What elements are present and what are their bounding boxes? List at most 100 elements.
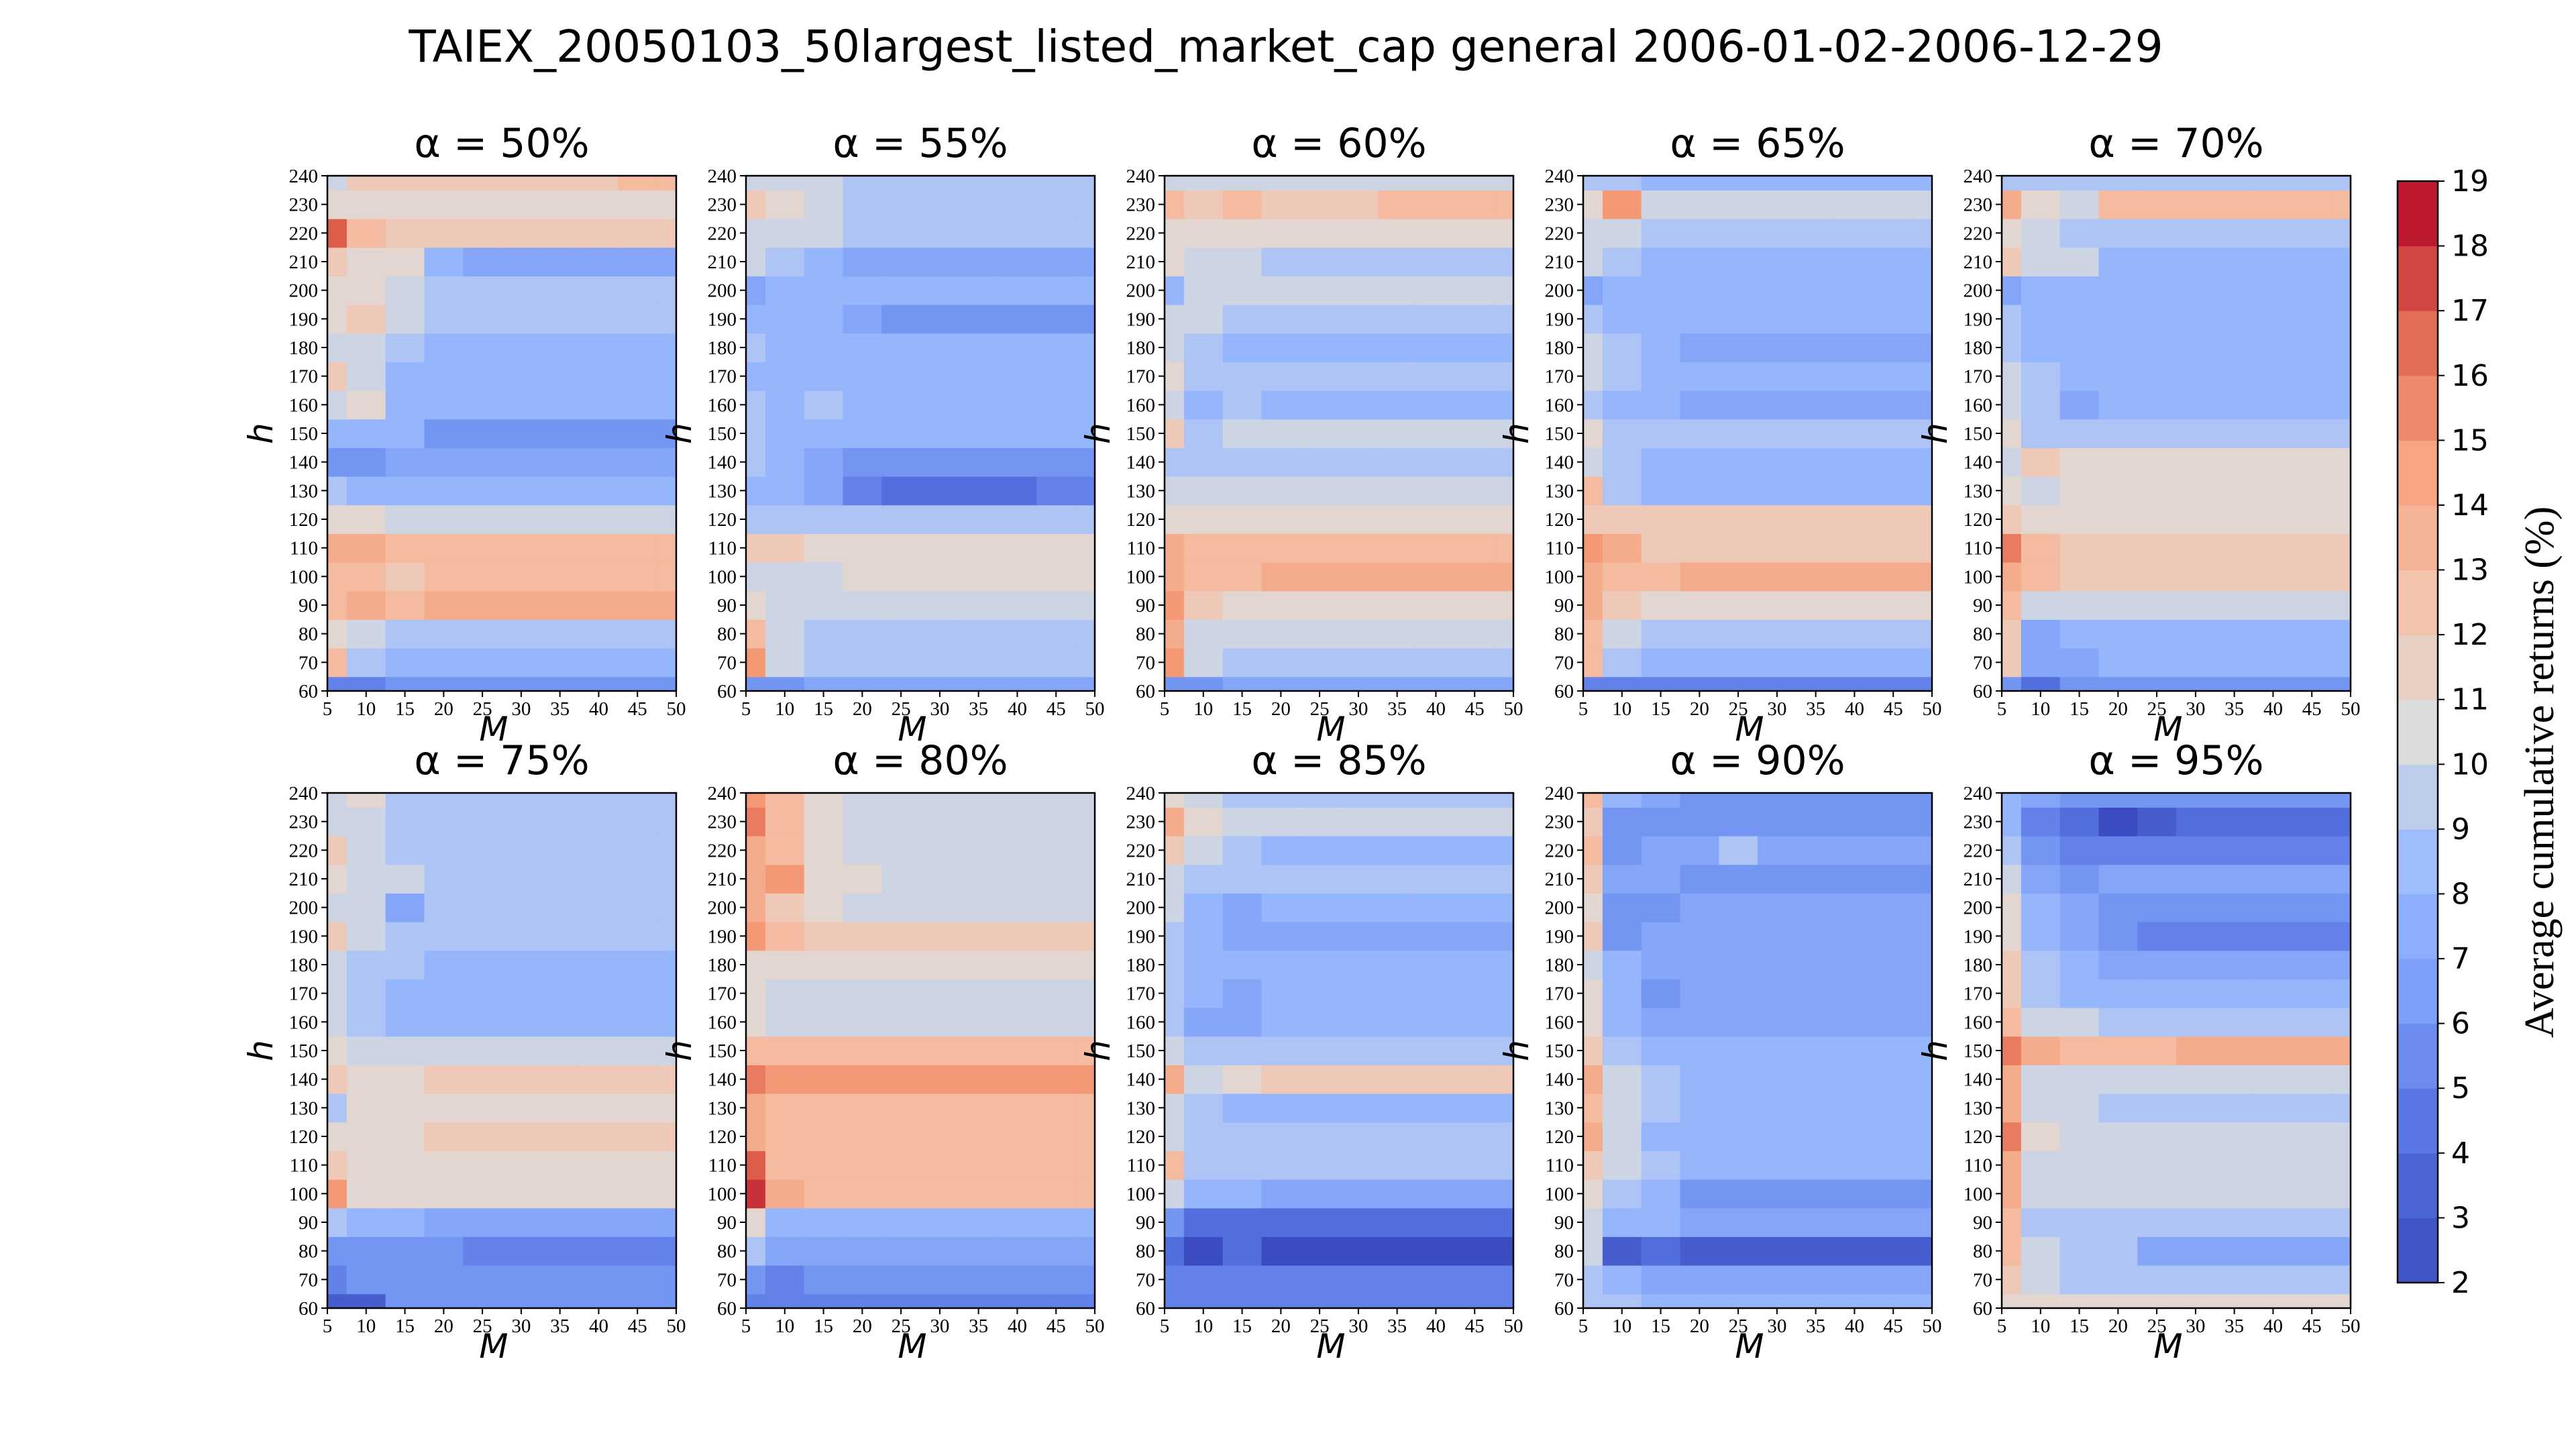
y-tick-label: 100 (708, 566, 737, 588)
y-tick-label: 90 (299, 1212, 318, 1234)
contour-cell (1758, 305, 1797, 334)
contour-cell (2292, 1265, 2332, 1295)
contour-cell (1602, 247, 1642, 276)
colorbar-tick-label: 4 (2451, 1136, 2470, 1171)
contour-cell (657, 1236, 677, 1266)
contour-cell (746, 1293, 766, 1309)
contour-cell (1835, 1265, 1874, 1295)
contour-cell (2292, 1179, 2332, 1209)
contour-cell (959, 419, 999, 448)
contour-cell (2331, 190, 2351, 219)
panel-5: 5 10 15 20 25 30 35 40 45 50607080901001101201301… (1916, 120, 2361, 749)
contour-cell (579, 1150, 619, 1180)
contour-cell (618, 390, 657, 420)
contour-cell (843, 807, 882, 837)
contour-cell (1075, 1008, 1095, 1037)
x-tick-label: 15 (2070, 698, 2089, 720)
contour-cell (1913, 533, 1933, 563)
y-tick-label: 130 (1545, 480, 1574, 502)
contour-cell (1913, 676, 1933, 692)
contour-cell (1261, 1293, 1301, 1309)
contour-cell (2059, 476, 2100, 506)
contour-cell (1835, 979, 1874, 1008)
contour-cell (1455, 533, 1495, 563)
contour-cell (2002, 619, 2022, 649)
contour-cell (1075, 1179, 1095, 1209)
panel-title: α = 85% (1251, 737, 1426, 784)
contour-cell (1416, 533, 1456, 563)
contour-cell (1758, 1093, 1797, 1123)
contour-cell (502, 419, 541, 448)
contour-cell (920, 247, 960, 276)
contour-cell (2021, 893, 2061, 922)
x-tick-label: 40 (1845, 698, 1864, 720)
contour-cell (385, 807, 425, 837)
contour-cell (1455, 333, 1495, 362)
y-tick-label: 100 (1964, 1183, 1993, 1205)
contour-cell (2331, 476, 2351, 506)
contour-cell (2176, 447, 2216, 477)
contour-cell (424, 1293, 464, 1309)
panel-title: α = 50% (414, 120, 589, 167)
contour-cell (804, 807, 844, 837)
contour-cell (765, 219, 805, 248)
contour-cell (502, 807, 541, 837)
contour-cell (1583, 419, 1603, 448)
contour-cell (540, 1208, 580, 1237)
contour-cell (657, 447, 677, 477)
contour-cell (1222, 562, 1263, 592)
y-tick-label: 240 (1964, 783, 1993, 804)
contour-cell (1075, 1150, 1095, 1180)
contour-cell (998, 807, 1037, 837)
contour-cell (2214, 893, 2255, 922)
x-tick-label: 45 (2302, 698, 2322, 720)
contour-cell (1913, 333, 1933, 362)
contour-cell (746, 476, 766, 506)
x-tick-label: 50 (667, 1316, 686, 1337)
x-tick-label: 10 (1612, 698, 1631, 720)
contour-cell (1300, 619, 1340, 649)
contour-cell (2021, 447, 2061, 477)
y-tick-label: 120 (1126, 1126, 1156, 1148)
contour-cell (1183, 504, 1224, 534)
y-tick-label: 100 (708, 1183, 737, 1205)
contour-cell (1796, 979, 1836, 1008)
contour-cell (540, 1093, 580, 1123)
contour-cell (502, 305, 541, 334)
contour-cell (2021, 476, 2061, 506)
y-tick-label: 170 (1545, 983, 1574, 1005)
contour-cell (385, 333, 425, 362)
contour-cell (1719, 1093, 1758, 1123)
y-tick-label: 210 (708, 252, 737, 273)
contour-cell (881, 390, 921, 420)
contour-cell (959, 893, 999, 922)
contour-cell (1680, 1236, 1719, 1266)
contour-cell (746, 419, 766, 448)
contour-cell (1641, 590, 1681, 620)
contour-cell (804, 190, 844, 219)
contour-cell (2253, 864, 2293, 894)
contour-cell (920, 1208, 960, 1237)
panel-title: α = 65% (1670, 120, 1845, 167)
contour-cell (1719, 504, 1758, 534)
contour-cell (1758, 533, 1797, 563)
y-tick-label: 130 (1964, 480, 1993, 502)
contour-cell (346, 219, 386, 248)
contour-cell (2002, 864, 2022, 894)
contour-cell (843, 504, 882, 534)
contour-cell (424, 333, 464, 362)
x-tick-label: 30 (1348, 698, 1368, 720)
contour-cell (2253, 219, 2293, 248)
contour-cell (1261, 922, 1301, 951)
y-tick-label: 240 (289, 783, 319, 804)
contour-cell (1165, 922, 1185, 951)
x-tick-label: 45 (1046, 698, 1066, 720)
contour-cell (1913, 390, 1933, 420)
contour-cell (1075, 247, 1095, 276)
contour-cell (1796, 1236, 1836, 1266)
contour-cell (327, 247, 347, 276)
contour-cell (346, 390, 386, 420)
y-axis-label: h (1916, 1040, 1955, 1061)
contour-cell (881, 950, 921, 979)
